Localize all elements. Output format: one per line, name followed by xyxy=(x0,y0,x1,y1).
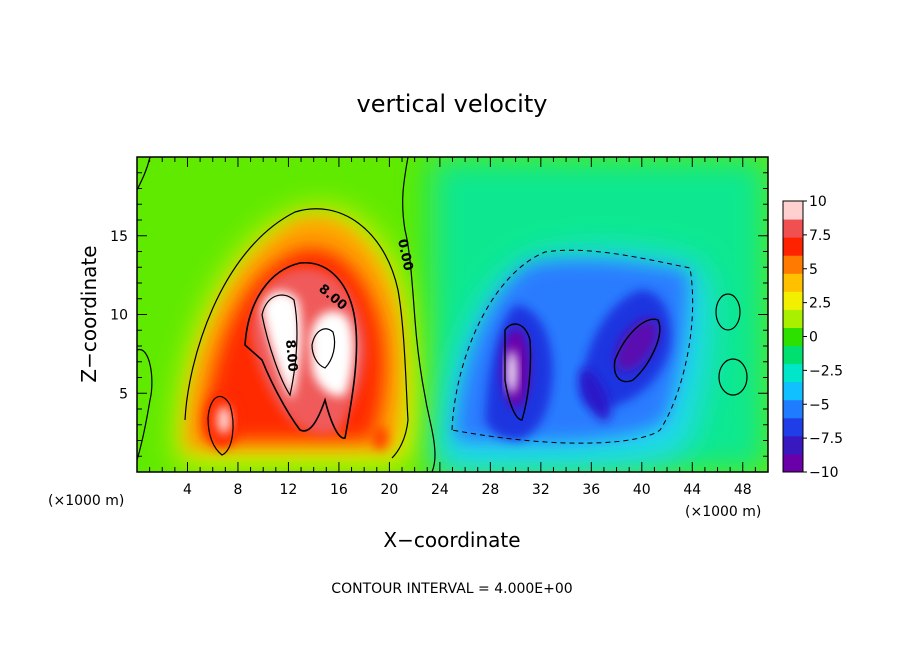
y-axis-ticks: 5 10 15 xyxy=(110,172,768,457)
contour-label-zero: 0.00 xyxy=(394,238,415,272)
contour-pos-right-cell xyxy=(715,293,741,331)
colorbar-swatch xyxy=(783,201,803,220)
contour-12-right xyxy=(311,328,336,369)
y-tick-label: 5 xyxy=(119,386,128,402)
colorbar-tick-label: −5 xyxy=(809,397,830,413)
contour-neg-left xyxy=(504,323,532,421)
colorbar-swatch xyxy=(783,453,803,473)
chart-title: vertical velocity xyxy=(357,90,548,118)
colorbar-tick-label: −10 xyxy=(809,465,839,481)
contour-left-edge xyxy=(137,349,153,461)
x-axis-ticks: 4 8 12 16 20 24 28 32 36 40 44 48 xyxy=(149,157,756,498)
y-tick-label: 15 xyxy=(110,229,128,245)
x-axis-label: X−coordinate xyxy=(383,528,520,552)
colorbar-tick-label: 5 xyxy=(809,262,818,278)
colorbar-swatch xyxy=(783,255,803,274)
contour-neg-right xyxy=(613,318,661,383)
contour-zero-outer-updraft xyxy=(184,208,409,459)
downdraft-core-left xyxy=(507,350,517,394)
colorbar-swatch xyxy=(783,363,803,383)
contour-zero xyxy=(402,157,436,472)
contour-label-8-left: 8.00 xyxy=(282,339,300,372)
x-tick-label: 48 xyxy=(734,482,752,498)
colorbar-swatch xyxy=(783,417,803,437)
x-tick-label: 28 xyxy=(481,482,499,498)
colorbar-tick-label: 10 xyxy=(809,194,827,210)
colorbar-swatch xyxy=(783,237,803,256)
colorbar-tick-label: 0 xyxy=(809,330,818,346)
colorbar-tick-label: −7.5 xyxy=(809,431,843,447)
contour-small-cell xyxy=(207,395,234,456)
contour-lines xyxy=(137,157,748,472)
colorbar-swatch xyxy=(783,327,803,347)
updraft-core-right xyxy=(310,311,354,397)
x-unit-label-left: (×1000 m) xyxy=(48,493,124,509)
x-tick-label: 24 xyxy=(431,482,449,498)
contour-8 xyxy=(244,262,358,439)
x-unit-label-right: (×1000 m) xyxy=(685,504,761,520)
contour-12-left xyxy=(261,294,298,397)
downdraft-band xyxy=(580,369,610,421)
colorbar-swatch xyxy=(783,273,803,292)
y-tick-label: 10 xyxy=(110,308,128,324)
velocity-field: 0.00 8.00 8.00 xyxy=(137,157,768,472)
x-tick-label: 36 xyxy=(582,482,600,498)
colorbar-tick-label: −2.5 xyxy=(809,363,843,379)
x-tick-label: 40 xyxy=(633,482,651,498)
x-tick-label: 12 xyxy=(280,482,298,498)
colorbar-swatch xyxy=(783,435,803,455)
colorbar-swatch xyxy=(783,219,803,238)
updraft-small-core xyxy=(217,406,231,434)
colorbar-swatch xyxy=(783,345,803,365)
x-tick-label: 8 xyxy=(233,482,242,498)
contour-neg-dashed xyxy=(451,249,694,444)
x-tick-label: 4 xyxy=(183,482,192,498)
colorbar-tick-label: 2.5 xyxy=(809,296,831,312)
colorbar-swatch xyxy=(783,399,803,419)
colorbar-tick-label: 7.5 xyxy=(809,228,831,244)
colorbar-swatch xyxy=(783,381,803,401)
colorbar-swatch xyxy=(783,309,803,328)
x-tick-label: 20 xyxy=(380,482,398,498)
x-tick-label: 16 xyxy=(330,482,348,498)
colorbar-swatch xyxy=(783,291,803,310)
contour-interval-text: CONTOUR INTERVAL = 4.000E+00 xyxy=(331,581,572,597)
contour-pos-right-cell2 xyxy=(718,358,748,396)
y-axis-label: Z−coordinate xyxy=(77,245,101,382)
updraft-cell-20km xyxy=(372,426,388,450)
updraft-core-left xyxy=(262,291,302,400)
downdraft-purple-right xyxy=(615,318,659,372)
x-tick-label: 32 xyxy=(532,482,550,498)
x-tick-label: 44 xyxy=(683,482,701,498)
colorbar: 10 7.5 5 2.5 0 −2.5 −5 −7.5 −10 xyxy=(782,194,843,481)
